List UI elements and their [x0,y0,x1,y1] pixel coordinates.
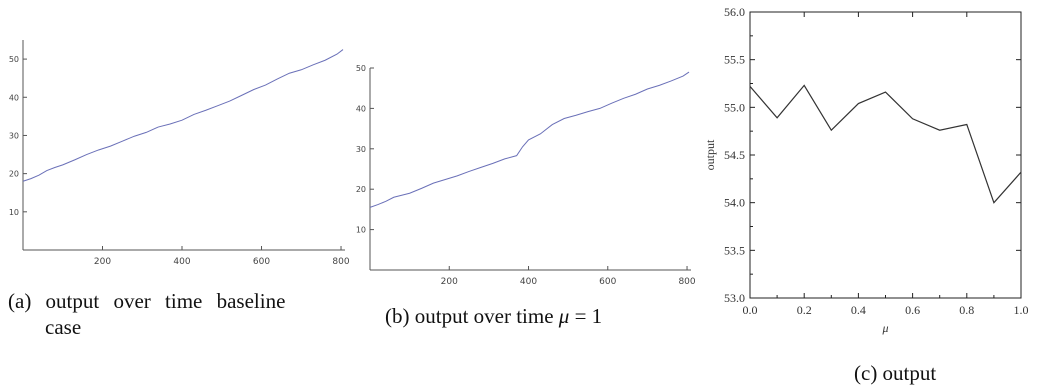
chart-1-y-tick-label: 20 [356,185,366,194]
chart-2-x-tick-label: 0.8 [959,303,974,317]
caption-b-suffix: = 1 [569,304,602,328]
chart-2-y-tick-label: 56.0 [724,5,745,19]
chart-0-y-tick-label: 20 [9,170,19,179]
chart-2-x-tick-label: 0.0 [743,303,758,317]
chart-2-x-tick-label: 0.2 [797,303,812,317]
chart-2-x-axis-label: μ [881,321,888,335]
caption-a-line2: case [8,314,358,340]
caption-b-prefix: (b) output over time [385,304,559,328]
chart-1-x-tick-label: 600 [599,277,616,287]
chart-0-x-tick-label: 800 [332,257,349,267]
chart-2-y-tick-label: 54.0 [724,196,745,210]
chart-2-series-line [750,85,1021,202]
chart-1-x-tick-label: 200 [441,277,458,287]
chart-0-x-tick-label: 600 [253,257,270,267]
chart-2-y-tick-label: 53.5 [724,243,745,257]
chart-2-y-tick-label: 54.5 [724,148,745,162]
caption-c-text: (c) output [854,361,936,385]
chart-2-x-tick-label: 1.0 [1014,303,1029,317]
chart-a-svg: 200 400 600 800 10 20 30 40 50 [0,0,360,280]
chart-0-y-tick-label: 40 [9,93,19,102]
chart-1-y-tick-label: 30 [356,145,366,154]
chart-c-svg: 0.0 0.2 0.4 0.6 0.8 1.0 53.0 53.5 54.0 54.5 55.0 55… [690,0,1047,340]
chart-c: 0.0 0.2 0.4 0.6 0.8 1.0 53.0 53.5 54.0 54.5 55.0 55… [690,0,1047,340]
chart-2-y-tick-label: 55.5 [724,53,745,67]
chart-0-series-line [23,50,343,182]
chart-0-y-tick-label: 10 [9,208,19,217]
chart-1-y-tick-label: 50 [356,64,366,73]
caption-b-symbol: μ [559,304,570,328]
chart-0-y-tick-label: 30 [9,131,19,140]
chart-0-y-tick-label: 50 [9,55,19,64]
chart-2-y-tick-label: 55.0 [724,100,745,114]
chart-2-frame [750,12,1021,298]
chart-1-series-line [370,72,689,207]
chart-1-x-tick-label: 400 [520,277,537,287]
chart-0-x-tick-label: 400 [173,257,190,267]
caption-b: (b) output over time μ = 1 [385,303,602,329]
chart-1-y-tick-label: 10 [356,226,366,235]
caption-a: (a) output over time baseline case [8,288,358,340]
caption-a-line1: (a) output over time baseline [8,288,358,314]
caption-c: (c) output [854,360,936,386]
chart-2-y-axis-label: output [703,139,717,170]
chart-2-x-tick-label: 0.4 [851,303,866,317]
chart-1-y-tick-label: 40 [356,104,366,113]
chart-2-y-tick-label: 53.0 [724,291,745,305]
chart-b: 200 400 600 800 10 20 30 40 50 [350,0,710,290]
chart-2-x-tick-label: 0.6 [905,303,920,317]
chart-a: 200 400 600 800 10 20 30 40 50 [0,0,360,280]
chart-0-x-tick-label: 200 [94,257,111,267]
